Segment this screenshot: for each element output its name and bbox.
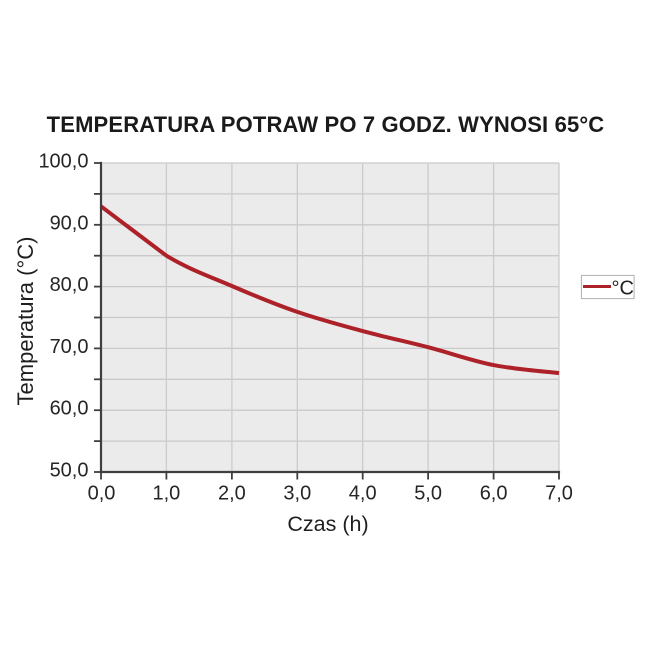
- svg-text:1,0: 1,0: [152, 483, 180, 505]
- svg-text:3,0: 3,0: [283, 483, 311, 505]
- svg-text:4,0: 4,0: [349, 483, 377, 505]
- svg-text:100,0: 100,0: [38, 150, 88, 172]
- svg-text:Temperatura (°C): Temperatura (°C): [13, 237, 38, 406]
- svg-text:80,0: 80,0: [50, 274, 89, 296]
- svg-text:0,0: 0,0: [88, 483, 116, 505]
- svg-text:6,0: 6,0: [480, 483, 508, 505]
- svg-text:°C: °C: [612, 277, 634, 299]
- svg-text:2,0: 2,0: [218, 483, 246, 505]
- svg-text:70,0: 70,0: [50, 336, 89, 358]
- svg-text:5,0: 5,0: [414, 483, 442, 505]
- svg-text:90,0: 90,0: [50, 212, 89, 234]
- svg-text:7,0: 7,0: [545, 483, 573, 505]
- svg-text:50,0: 50,0: [50, 459, 89, 481]
- svg-text:TEMPERATURA POTRAW PO 7 GODZ.: TEMPERATURA POTRAW PO 7 GODZ. WYNOSI 65°…: [47, 112, 605, 137]
- svg-text:60,0: 60,0: [50, 398, 89, 420]
- svg-text:Czas (h): Czas (h): [287, 512, 368, 536]
